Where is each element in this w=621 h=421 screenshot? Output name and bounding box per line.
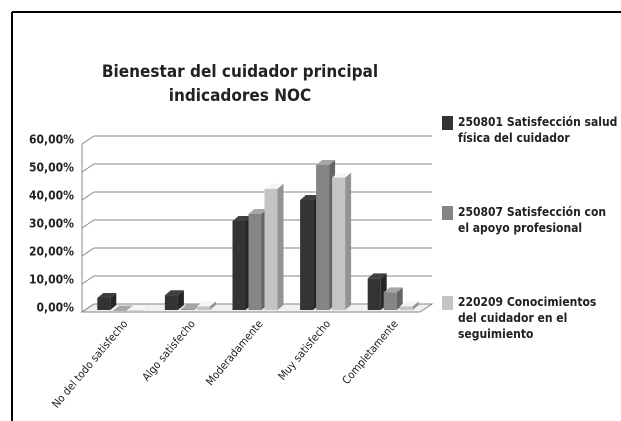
- x-tick-label: Completamente: [340, 318, 401, 387]
- bar: [248, 214, 262, 310]
- x-tick-label: No del todo satisfecho: [49, 318, 130, 411]
- bar-side: [110, 293, 117, 310]
- chart-title: Bienestar del cuidador principal: [102, 62, 378, 82]
- bar-top: [316, 160, 336, 165]
- bar-top: [129, 305, 149, 311]
- bar-side: [396, 287, 403, 310]
- bar: [300, 200, 314, 310]
- bar: [399, 306, 413, 310]
- bar: [196, 306, 210, 310]
- chart-title: indicadores NOC: [169, 86, 312, 106]
- bar: [367, 278, 381, 310]
- bar-top: [383, 287, 403, 293]
- bar: [316, 165, 330, 310]
- bar-top: [367, 273, 387, 279]
- y-tick-label: 30,00%: [29, 217, 74, 231]
- bar-top: [248, 209, 268, 214]
- bar-side: [345, 172, 352, 310]
- bar-top: [264, 183, 284, 189]
- legend-swatch: [442, 116, 453, 130]
- y-tick-label: 40,00%: [29, 189, 74, 203]
- bar-top: [180, 304, 200, 310]
- grid-line: [81, 163, 432, 173]
- legend-entry: 220209 Conocimientos del cuidador en el …: [442, 294, 618, 342]
- bar-side: [412, 301, 419, 310]
- x-tick-label: Moderadamente: [203, 318, 265, 389]
- bar-side: [277, 183, 284, 310]
- legend-label: 220209 Conocimientos del cuidador en el …: [458, 295, 597, 341]
- y-tick-label: 60,00%: [29, 133, 74, 147]
- bar: [97, 298, 111, 310]
- bar-top: [97, 293, 117, 298]
- bar-side: [209, 301, 216, 310]
- bar-top: [164, 290, 184, 296]
- bar: [164, 295, 178, 310]
- x-tick-label: Algo satisfecho: [140, 318, 198, 384]
- bar: [264, 188, 278, 310]
- legend-entry: 250801 Satisfección salud física del cui…: [442, 114, 618, 146]
- legend-swatch: [442, 296, 453, 310]
- bar-top: [113, 305, 133, 311]
- bar-top: [196, 301, 216, 307]
- bar: [113, 310, 127, 311]
- bar-top: [232, 216, 252, 221]
- legend-label: 250807 Satisfección con el apoyo profesi…: [458, 205, 607, 235]
- legend-label: 250801 Satisfección salud física del cui…: [458, 115, 618, 145]
- bar: [180, 309, 194, 310]
- x-tick-label: Muy satisfecho: [276, 318, 334, 383]
- y-tick-label: 0,00%: [37, 301, 75, 315]
- y-tick-label: 10,00%: [29, 273, 74, 287]
- grid-line: [81, 191, 432, 201]
- bar: [332, 177, 346, 310]
- bar: [232, 221, 246, 310]
- grid-line: [81, 135, 432, 145]
- bar: [129, 310, 143, 311]
- y-tick-label: 50,00%: [29, 161, 74, 175]
- bar-top: [399, 301, 419, 307]
- y-tick-label: 20,00%: [29, 245, 74, 259]
- bar-top: [332, 172, 352, 178]
- bar-side: [177, 290, 184, 310]
- bar: [383, 292, 397, 310]
- legend-entry: 250807 Satisfección con el apoyo profesi…: [442, 204, 618, 236]
- legend-swatch: [442, 206, 453, 220]
- bar-top: [300, 195, 320, 200]
